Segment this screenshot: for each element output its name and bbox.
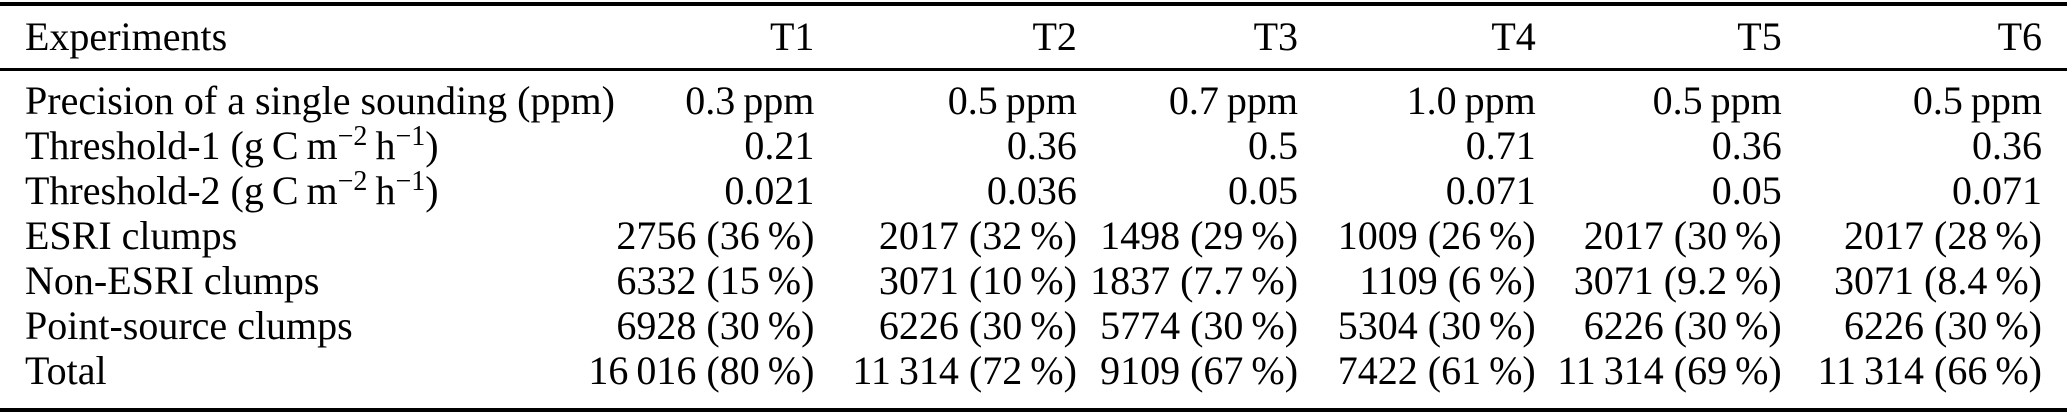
row-label-text: )	[425, 123, 439, 168]
table-cell: 1009 (26 %)	[1337, 213, 1536, 258]
table-cell: 3071 (8.4 %)	[1834, 258, 2042, 303]
table-row-total: Total 16 016 (80 %) 11 314 (72 %) 9109 (…	[0, 348, 2067, 410]
table-row-esri: ESRI clumps 2756 (36 %) 2017 (32 %) 1498…	[0, 213, 2067, 258]
superscript-exponent: −1	[395, 166, 426, 197]
superscript-exponent: −2	[337, 121, 368, 152]
table-cell: 11 314 (72 %)	[852, 348, 1077, 393]
table-cell: 6928 (30 %)	[616, 303, 815, 348]
row-label: Threshold-2 (g C m−2 h−1)	[0, 166, 562, 214]
table-cell: 0.5 ppm	[947, 78, 1077, 123]
table-cell: 0.036	[986, 168, 1077, 213]
table-cell: 0.3 ppm	[685, 78, 815, 123]
table-cell: 0.36	[1006, 123, 1077, 168]
row-label: Precision of a single sounding (ppm)	[25, 78, 615, 123]
row-label: Point-source clumps	[25, 303, 353, 348]
table-cell: 1837 (7.7 %)	[1090, 258, 1299, 303]
table-cell: 0.71	[1465, 123, 1536, 168]
table-row-threshold1: Threshold-1 (g C m−2 h−1) 0.21 0.36 0.5 …	[0, 121, 2067, 169]
table-row-point-source: Point-source clumps 6928 (30 %) 6226 (30…	[0, 303, 2067, 348]
table-cell: 5774 (30 %)	[1100, 303, 1299, 348]
table-cell: 0.36	[1711, 123, 1782, 168]
column-header-t3: T3	[1076, 4, 1299, 71]
table-header-row: Experiments T1 T2 T3 T4 T5 T6	[0, 4, 2067, 71]
row-label-text: Threshold-1 (g C m	[25, 123, 338, 168]
column-header-experiments: Experiments	[0, 4, 563, 71]
table-cell: 11 314 (69 %)	[1557, 348, 1782, 393]
table-cell: 0.071	[1952, 168, 2042, 213]
table-cell: 3071 (10 %)	[878, 258, 1077, 303]
table-cell: 6226 (30 %)	[1583, 303, 1782, 348]
table-row-non-esri: Non-ESRI clumps 6332 (15 %) 3071 (10 %) …	[0, 258, 2067, 303]
row-label: Threshold-1 (g C m−2 h−1)	[0, 121, 562, 169]
table-cell: 7422 (61 %)	[1337, 348, 1536, 393]
table-cell: 0.5	[1248, 123, 1299, 168]
table-cell: 0.05	[1228, 168, 1299, 213]
table-cell: 2017 (30 %)	[1583, 213, 1782, 258]
table-cell: 6226 (30 %)	[878, 303, 1077, 348]
column-header-t6: T6	[1781, 4, 2067, 71]
row-label: ESRI clumps	[25, 213, 238, 258]
table-cell: 3071 (9.2 %)	[1573, 258, 1782, 303]
table-cell: 0.36	[1972, 123, 2042, 168]
table-cell: 0.071	[1445, 168, 1536, 213]
table-cell: 0.7 ppm	[1168, 78, 1299, 123]
table-cell: 0.05	[1711, 168, 1782, 213]
table-row-threshold2: Threshold-2 (g C m−2 h−1) 0.021 0.036 0.…	[0, 166, 2067, 214]
table-cell: 9109 (67 %)	[1100, 348, 1299, 393]
superscript-exponent: −1	[395, 121, 426, 152]
table-cell: 11 314 (66 %)	[1817, 348, 2043, 393]
table-cell: 1.0 ppm	[1406, 78, 1536, 123]
table-cell: 1109 (6 %)	[1359, 258, 1536, 303]
table-cell: 0.21	[744, 123, 815, 168]
row-label: Non-ESRI clumps	[25, 258, 320, 303]
table-cell: 16 016 (80 %)	[588, 348, 815, 393]
row-label-text: )	[425, 168, 439, 213]
superscript-exponent: −2	[337, 166, 368, 197]
column-header-t4: T4	[1298, 4, 1536, 71]
column-header-t5: T5	[1535, 4, 1782, 71]
table-cell: 5304 (30 %)	[1337, 303, 1536, 348]
column-header-t2: T2	[814, 4, 1077, 71]
row-label-text: h	[367, 123, 396, 168]
table-row-precision: Precision of a single sounding (ppm) 0.3…	[0, 70, 2067, 124]
row-label: Total	[25, 348, 107, 393]
table-cell: 0.5 ppm	[1912, 78, 2042, 123]
row-label-text: h	[367, 168, 396, 213]
table-cell: 6332 (15 %)	[616, 258, 815, 303]
column-header-t1: T1	[562, 4, 815, 71]
table-cell: 2756 (36 %)	[616, 213, 815, 258]
table-cell: 1498 (29 %)	[1100, 213, 1299, 258]
row-label-text: Threshold-2 (g C m	[25, 168, 338, 213]
table-cell: 2017 (32 %)	[878, 213, 1077, 258]
table-cell: 0.021	[724, 168, 815, 213]
table-cell: 0.5 ppm	[1652, 78, 1782, 123]
table-cell: 2017 (28 %)	[1844, 213, 2042, 258]
table-cell: 6226 (30 %)	[1844, 303, 2042, 348]
